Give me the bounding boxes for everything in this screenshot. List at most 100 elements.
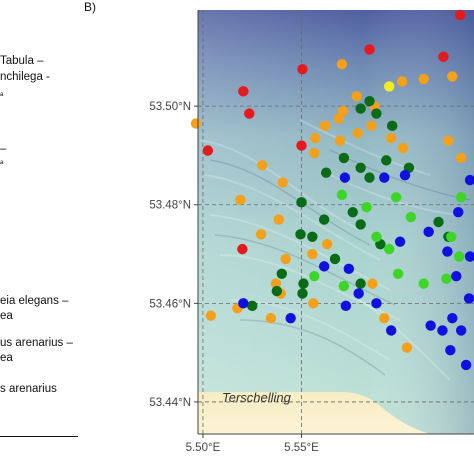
station-point-dark-green <box>297 288 308 299</box>
station-point-red <box>364 44 375 55</box>
station-point-orange <box>265 312 277 324</box>
station-point-orange <box>256 160 268 171</box>
station-point-blue <box>399 169 411 181</box>
station-point-dark-green <box>355 103 366 114</box>
station-point-blue <box>238 298 249 309</box>
station-point-light-green <box>441 273 452 284</box>
y-tick-label: 53.50°N <box>149 101 191 113</box>
station-point-blue <box>442 246 453 257</box>
station-point-dark-green <box>371 108 382 119</box>
legend-text: s arenarius <box>0 383 57 395</box>
station-point-blue <box>379 172 390 183</box>
panel-label: B) <box>84 0 96 14</box>
station-point-dark-green <box>318 214 330 225</box>
station-point-orange <box>401 342 413 353</box>
station-point-blue <box>343 263 355 275</box>
y-tick-label: 53.46°N <box>149 298 191 310</box>
legend-text: Tabula – <box>0 55 44 67</box>
station-point-orange <box>205 310 217 321</box>
station-point-blue <box>453 206 464 218</box>
station-point-orange <box>280 253 291 265</box>
station-point-blue <box>339 172 351 183</box>
station-point-light-green <box>418 278 429 289</box>
station-point-orange <box>319 120 331 132</box>
station-point-dark-green <box>381 155 392 166</box>
station-point-dark-green <box>347 206 358 218</box>
station-point-light-green <box>361 202 372 213</box>
station-point-orange <box>447 71 458 82</box>
station-point-light-green <box>454 251 465 262</box>
station-point-orange <box>336 59 348 70</box>
station-point-orange <box>352 128 363 139</box>
station-point-orange <box>334 135 346 146</box>
station-point-orange <box>443 135 454 146</box>
station-point-dark-green <box>276 268 287 279</box>
station-point-orange <box>307 248 318 260</box>
station-point-dark-green <box>247 300 258 312</box>
station-point-light-green <box>338 280 350 292</box>
station-point-orange <box>333 113 345 124</box>
station-point-blue <box>463 293 474 304</box>
legend-text: nchilega - <box>0 71 50 83</box>
channel-shadows <box>209 149 471 376</box>
station-point-dark-green <box>320 167 332 178</box>
station-point-dark-green <box>364 172 375 183</box>
station-point-dark-green <box>433 216 444 228</box>
station-point-red <box>202 145 214 156</box>
station-point-red <box>455 9 466 21</box>
station-point-blue <box>353 288 364 299</box>
station-point-orange <box>397 142 409 154</box>
station-points <box>190 9 474 371</box>
station-point-red <box>296 140 307 151</box>
station-point-dark-green <box>386 120 398 132</box>
legend-text: eia elegans – <box>0 295 69 307</box>
x-tick-label: 5.50°E <box>186 442 221 454</box>
station-point-light-green <box>390 192 402 203</box>
legend-text: – <box>0 143 7 155</box>
station-point-yellow <box>384 81 395 92</box>
y-tick-label: 53.48°N <box>149 200 191 212</box>
station-point-orange <box>190 118 202 129</box>
station-point-orange <box>386 132 397 144</box>
x-tick-label: 5.55°E <box>284 442 319 454</box>
station-point-blue <box>285 312 296 324</box>
station-point-light-green <box>392 268 404 279</box>
legend-panel: Tabula – nchilega - ᵃ – ᵃ eia elegans – … <box>0 0 190 474</box>
station-point-blue <box>464 251 474 262</box>
station-point-dark-green <box>271 285 283 297</box>
legend-text: ᵃ <box>0 158 4 168</box>
station-point-dark-green <box>364 96 375 107</box>
legend-divider <box>0 436 78 437</box>
station-point-dark-green <box>355 162 366 173</box>
place-label-terschelling: Terschelling <box>222 390 292 405</box>
station-point-blue <box>451 271 462 282</box>
station-point-orange <box>379 312 390 324</box>
station-point-blue <box>437 325 448 336</box>
station-point-orange <box>396 76 408 87</box>
terschelling-land <box>198 392 430 434</box>
y-axis: 53.50°N 53.48°N 53.46°N 53.44°N <box>149 10 199 434</box>
station-point-light-green <box>336 189 348 201</box>
station-point-dark-green <box>355 219 366 230</box>
sand-wave-ridges <box>199 119 461 381</box>
x-axis: 5.50°E 5.55°E <box>186 433 474 454</box>
station-point-light-green <box>446 231 457 242</box>
station-point-red <box>438 51 449 63</box>
station-point-dark-green <box>355 278 366 289</box>
station-point-blue <box>423 226 434 238</box>
sea-shading <box>198 10 474 434</box>
station-point-blue <box>371 298 382 309</box>
station-point-red <box>297 63 308 75</box>
station-point-orange <box>255 229 267 240</box>
station-point-red <box>238 86 249 97</box>
map-area <box>198 10 474 434</box>
station-point-dark-green <box>307 231 318 242</box>
station-point-light-green <box>309 271 320 282</box>
station-point-orange <box>273 214 285 225</box>
station-point-orange <box>455 152 467 164</box>
station-point-blue <box>425 320 436 331</box>
legend-text: us arenarius – <box>0 337 73 349</box>
station-point-orange <box>418 73 429 85</box>
station-point-light-green <box>455 192 467 203</box>
station-point-blue <box>447 312 458 324</box>
